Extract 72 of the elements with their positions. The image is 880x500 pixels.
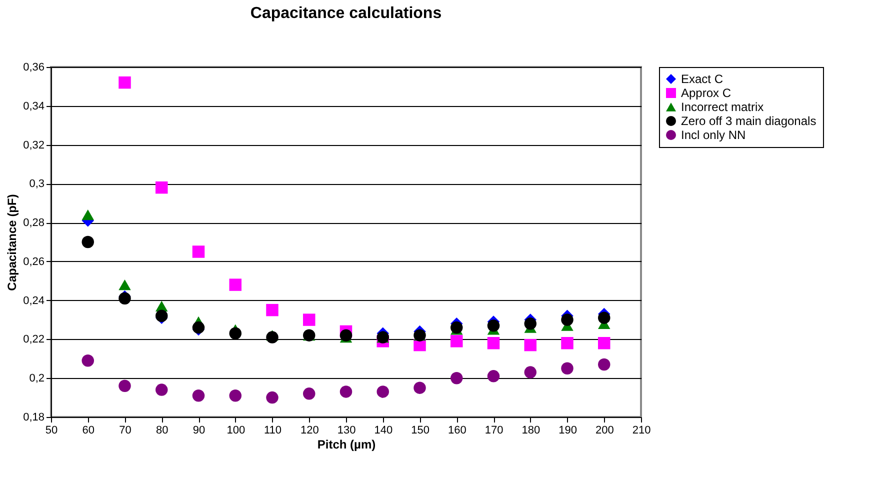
- point: [118, 76, 131, 89]
- point: [414, 382, 426, 394]
- chart-title: Capacitance calculations: [250, 5, 442, 22]
- legend-label: Approx C: [681, 86, 732, 100]
- point: [118, 279, 131, 290]
- point: [82, 354, 94, 367]
- point: [229, 390, 242, 402]
- x-tick-label: 180: [522, 424, 540, 436]
- x-tick-label: 50: [45, 424, 58, 436]
- point: [82, 209, 94, 220]
- legend-label: Incl only NN: [681, 128, 746, 142]
- point: [82, 236, 94, 248]
- x-tick-label: 200: [595, 424, 614, 436]
- point: [340, 329, 352, 342]
- x-tick-label: 80: [156, 424, 168, 436]
- point: [340, 386, 352, 398]
- x-tick-label: 100: [226, 424, 246, 436]
- legend-label: Exact C: [681, 72, 724, 86]
- y-tick-label: 0,2: [29, 372, 44, 385]
- point: [118, 380, 131, 392]
- point: [450, 372, 463, 384]
- point: [156, 181, 168, 194]
- y-tick-label: 0,3: [29, 178, 44, 190]
- x-tick-label: 90: [192, 424, 206, 436]
- y-tick-label: 0,34: [23, 100, 44, 112]
- x-tick-label: 210: [632, 424, 651, 436]
- point: [266, 331, 278, 344]
- x-tick-label: 110: [264, 424, 282, 436]
- x-tick-label: 170: [484, 424, 504, 436]
- y-tick-label: 0,26: [23, 256, 44, 268]
- point: [487, 336, 500, 350]
- legend-label: Zero off 3 main diagonals: [681, 114, 816, 128]
- point: [561, 362, 574, 374]
- x-tick-label: 160: [448, 424, 466, 436]
- x-tick-label: 150: [411, 424, 430, 436]
- point: [450, 335, 463, 348]
- point: [192, 390, 205, 402]
- point: [376, 386, 389, 398]
- x-axis-title: Pitch (µm): [317, 438, 376, 452]
- x-tick-label: 140: [374, 424, 393, 436]
- point: [598, 358, 610, 371]
- y-tick-label: 0,36: [23, 62, 44, 74]
- x-tick-label: 190: [558, 424, 577, 436]
- point: [266, 304, 278, 316]
- point: [598, 312, 610, 324]
- point: [156, 384, 168, 396]
- x-tick-label: 60: [82, 424, 94, 436]
- x-tick-label: 130: [337, 424, 356, 436]
- y-tick-label: 0,24: [23, 294, 44, 307]
- point: [229, 278, 242, 291]
- y-tick-label: 0,32: [23, 139, 44, 152]
- point: [303, 314, 316, 326]
- legend-label: Incorrect matrix: [681, 100, 764, 114]
- point: [450, 321, 463, 334]
- point: [266, 391, 278, 404]
- y-tick-label: 0,28: [23, 217, 44, 230]
- point: [303, 388, 316, 400]
- point: [487, 320, 500, 332]
- x-tick-label: 120: [300, 424, 319, 436]
- y-tick-label: 0,22: [23, 334, 44, 346]
- point: [524, 318, 536, 330]
- y-tick-label: 0,18: [23, 412, 44, 424]
- point: [598, 336, 610, 350]
- point: [524, 338, 536, 352]
- point: [561, 314, 574, 326]
- point: [561, 336, 574, 350]
- y-axis-title: Capacitance (pF): [5, 194, 20, 291]
- point: [487, 370, 500, 382]
- x-tick-label: 70: [119, 424, 132, 436]
- point: [192, 246, 205, 258]
- point: [524, 366, 536, 378]
- point: [229, 327, 242, 340]
